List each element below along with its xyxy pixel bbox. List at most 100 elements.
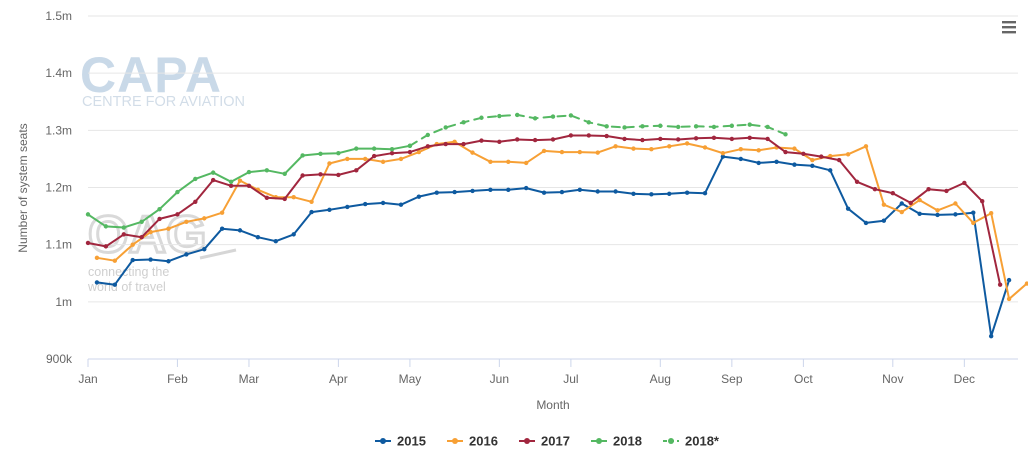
data-point[interactable]: [765, 136, 770, 142]
data-point[interactable]: [872, 187, 878, 192]
data-point[interactable]: [711, 124, 717, 130]
data-point[interactable]: [497, 139, 502, 144]
data-point[interactable]: [282, 171, 287, 176]
data-point[interactable]: [157, 207, 162, 212]
data-point[interactable]: [85, 240, 91, 246]
data-point[interactable]: [675, 124, 681, 130]
data-point[interactable]: [425, 144, 431, 149]
data-point[interactable]: [94, 280, 100, 285]
data-point[interactable]: [398, 156, 404, 162]
data-point[interactable]: [613, 144, 618, 149]
data-point[interactable]: [327, 161, 332, 166]
data-point[interactable]: [461, 141, 466, 147]
data-point[interactable]: [622, 125, 627, 130]
data-point[interactable]: [720, 154, 726, 159]
data-point[interactable]: [363, 156, 368, 162]
data-point[interactable]: [711, 135, 717, 140]
data-point[interactable]: [631, 146, 636, 151]
data-point[interactable]: [85, 212, 91, 217]
data-point[interactable]: [175, 189, 180, 195]
series-2016[interactable]: [94, 139, 1028, 302]
data-point[interactable]: [398, 202, 404, 207]
data-point[interactable]: [228, 179, 234, 184]
data-point[interactable]: [488, 187, 493, 192]
data-point[interactable]: [461, 120, 466, 125]
data-point[interactable]: [479, 115, 484, 120]
data-point[interactable]: [541, 148, 547, 154]
data-point[interactable]: [908, 200, 913, 206]
data-point[interactable]: [890, 191, 896, 196]
data-point[interactable]: [604, 133, 609, 139]
data-point[interactable]: [291, 232, 296, 237]
data-point[interactable]: [416, 149, 422, 155]
data-point[interactable]: [175, 212, 180, 217]
data-point[interactable]: [971, 220, 976, 226]
data-point[interactable]: [246, 169, 252, 175]
series-line[interactable]: [87, 134, 1002, 286]
data-point[interactable]: [354, 146, 359, 151]
data-point[interactable]: [202, 216, 207, 221]
data-point[interactable]: [264, 168, 270, 173]
data-point[interactable]: [434, 190, 439, 195]
data-point[interactable]: [649, 192, 654, 197]
data-point[interactable]: [953, 201, 958, 206]
data-point[interactable]: [863, 220, 869, 226]
data-point[interactable]: [228, 183, 234, 188]
data-point[interactable]: [237, 228, 243, 233]
data-point[interactable]: [139, 235, 144, 240]
data-point[interactable]: [810, 163, 815, 168]
data-point[interactable]: [219, 210, 225, 215]
data-point[interactable]: [94, 255, 100, 261]
data-point[interactable]: [532, 137, 538, 143]
data-point[interactable]: [953, 212, 958, 217]
data-point[interactable]: [318, 172, 323, 177]
legend-item[interactable]: 2018*: [663, 434, 720, 449]
data-point[interactable]: [988, 211, 994, 216]
data-point[interactable]: [881, 218, 887, 223]
data-point[interactable]: [738, 146, 743, 152]
data-point[interactable]: [193, 199, 198, 204]
data-point[interactable]: [1006, 277, 1012, 283]
series-2018-projected[interactable]: [407, 112, 788, 148]
hamburger-menu-icon[interactable]: [1000, 20, 1018, 35]
data-point[interactable]: [577, 149, 583, 155]
data-point[interactable]: [997, 282, 1003, 287]
data-point[interactable]: [497, 113, 502, 119]
legend-item[interactable]: 2015: [375, 434, 426, 449]
data-point[interactable]: [184, 219, 189, 224]
data-point[interactable]: [559, 149, 565, 155]
data-point[interactable]: [568, 133, 574, 138]
data-point[interactable]: [613, 189, 618, 194]
data-point[interactable]: [255, 235, 261, 240]
series-2015[interactable]: [94, 154, 1012, 339]
data-point[interactable]: [649, 146, 654, 152]
data-point[interactable]: [371, 153, 377, 159]
data-point[interactable]: [407, 149, 413, 155]
data-point[interactable]: [130, 242, 135, 247]
series-line[interactable]: [408, 113, 787, 147]
data-point[interactable]: [667, 144, 672, 149]
data-point[interactable]: [828, 168, 833, 173]
data-point[interactable]: [604, 124, 609, 129]
data-point[interactable]: [595, 150, 600, 155]
data-point[interactable]: [1024, 281, 1028, 286]
data-point[interactable]: [729, 136, 735, 142]
data-point[interactable]: [407, 143, 413, 148]
data-point[interactable]: [738, 156, 743, 162]
legend-item[interactable]: 2016: [447, 434, 498, 449]
data-point[interactable]: [309, 199, 314, 204]
data-point[interactable]: [515, 112, 520, 118]
data-point[interactable]: [121, 225, 126, 230]
data-point[interactable]: [667, 191, 672, 196]
data-point[interactable]: [586, 133, 591, 138]
data-point[interactable]: [300, 153, 305, 158]
data-point[interactable]: [845, 206, 851, 211]
data-point[interactable]: [917, 197, 922, 203]
data-point[interactable]: [336, 151, 341, 156]
series-line[interactable]: [95, 140, 1028, 300]
data-point[interactable]: [863, 144, 869, 149]
data-point[interactable]: [693, 136, 699, 141]
data-point[interactable]: [944, 188, 949, 194]
data-point[interactable]: [389, 146, 395, 152]
data-point[interactable]: [971, 210, 976, 215]
